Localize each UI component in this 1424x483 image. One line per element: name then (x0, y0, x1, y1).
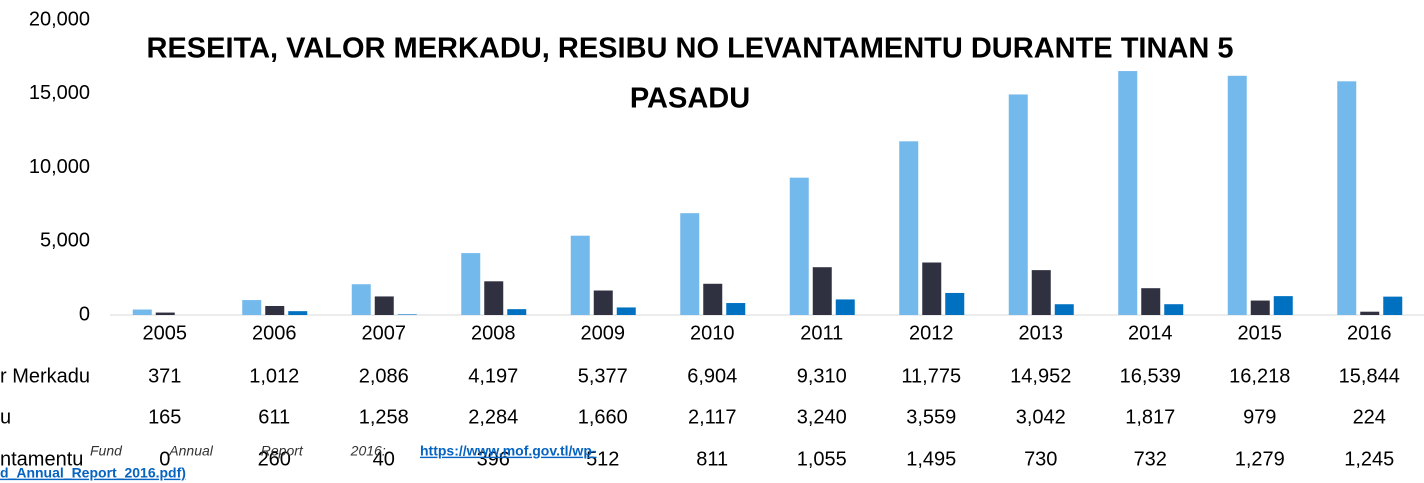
bar (570, 235, 590, 315)
y-tick-label: 10,000 (29, 156, 90, 178)
bar (1250, 300, 1270, 315)
bar (1054, 304, 1074, 315)
bar (397, 314, 417, 315)
bar (899, 141, 919, 315)
table-cell: 16,218 (1229, 365, 1290, 387)
table-cell: 371 (148, 365, 181, 387)
table-cell: 165 (148, 406, 181, 428)
table-cell: 1,279 (1235, 448, 1285, 470)
bar (351, 284, 371, 315)
table-cell: 16,539 (1120, 365, 1181, 387)
bar (507, 309, 527, 315)
table-cell: 730 (1024, 448, 1057, 470)
x-tick-label: 2011 (800, 322, 843, 344)
bar (288, 311, 308, 315)
table-cell: 732 (1134, 448, 1167, 470)
bar (922, 262, 942, 315)
bar (680, 213, 700, 315)
table-cell: 260 (258, 448, 291, 470)
bar (374, 296, 394, 315)
table-cell: 14,952 (1010, 365, 1071, 387)
table-cell: 4,197 (468, 365, 518, 387)
table-cell: 40 (373, 448, 395, 470)
bar (1141, 288, 1161, 315)
y-tick-label: 20,000 (29, 8, 90, 30)
table-cell: 5,377 (578, 365, 628, 387)
table-cell: 1,055 (797, 448, 847, 470)
table-cell: 512 (586, 448, 619, 470)
bar (265, 305, 285, 315)
source-text: Fund Annual Report 2016: (90, 443, 386, 459)
bar (1273, 296, 1293, 315)
bar (1337, 81, 1357, 316)
y-tick-label: 5,000 (40, 230, 90, 252)
table-cell: 3,240 (797, 406, 847, 428)
bar (1164, 304, 1184, 315)
bar (593, 290, 613, 315)
table-cell: 224 (1353, 406, 1386, 428)
bar (789, 177, 809, 315)
bar (132, 309, 152, 315)
table-cell: 11,775 (901, 365, 961, 387)
source-link-cont: d_Annual_Report_2016.pdf) (0, 465, 186, 481)
table-cell: 1,660 (578, 406, 628, 428)
bar (242, 300, 262, 315)
table-cell: 979 (1243, 406, 1276, 428)
table-cell: 3,042 (1016, 406, 1066, 428)
chart-title: RESEITA, VALOR MERKADU, RESIBU NO LEVANT… (147, 33, 1234, 65)
table-cell: 2,284 (468, 406, 518, 428)
table-row-label: r Merkadu (0, 365, 90, 387)
table-cell: 0 (159, 448, 170, 470)
table-cell: 611 (258, 406, 290, 428)
table-row-label: ntamentu (0, 448, 83, 470)
bar (703, 283, 723, 315)
bar (461, 253, 481, 315)
table-cell: 811 (696, 448, 728, 470)
table-cell: 396 (477, 448, 510, 470)
x-tick-label: 2008 (471, 322, 516, 344)
chart-title: PASADU (630, 83, 750, 115)
bar (1360, 311, 1380, 315)
bar (155, 312, 175, 315)
bar (1031, 270, 1051, 315)
bar (726, 303, 746, 315)
source-link: https://www.mof.gov.tl/wp- (420, 443, 597, 459)
bar (835, 299, 855, 315)
y-tick-label: 15,000 (29, 82, 90, 104)
bar (945, 292, 965, 315)
x-tick-label: 2010 (690, 322, 735, 344)
x-tick-label: 2016 (1347, 322, 1392, 344)
x-tick-label: 2014 (1128, 322, 1173, 344)
table-cell: 2,086 (359, 365, 409, 387)
bar (1383, 296, 1403, 315)
table-cell: 9,310 (797, 365, 847, 387)
table-cell: 6,904 (687, 365, 737, 387)
bar (616, 307, 636, 315)
bar (812, 267, 832, 315)
table-cell: 1,258 (359, 406, 409, 428)
x-tick-label: 2013 (1019, 322, 1064, 344)
x-tick-label: 2015 (1238, 322, 1283, 344)
x-tick-label: 2006 (252, 322, 297, 344)
x-tick-label: 2009 (581, 322, 626, 344)
table-cell: 1,817 (1125, 406, 1175, 428)
x-tick-label: 2007 (362, 322, 407, 344)
bar (1118, 71, 1138, 316)
table-cell: 1,012 (249, 365, 299, 387)
table-cell: 15,844 (1339, 365, 1400, 387)
table-cell: 1,245 (1344, 448, 1394, 470)
x-tick-label: 2012 (909, 322, 954, 344)
table-cell: 2,117 (688, 406, 737, 428)
table-row-label: u (0, 406, 11, 428)
bar (1008, 94, 1028, 315)
table-cell: 3,559 (906, 406, 956, 428)
bar (1227, 75, 1247, 315)
bar (484, 281, 504, 315)
y-tick-label: 0 (79, 303, 90, 325)
x-tick-label: 2005 (143, 322, 188, 344)
table-cell: 1,495 (906, 448, 956, 470)
